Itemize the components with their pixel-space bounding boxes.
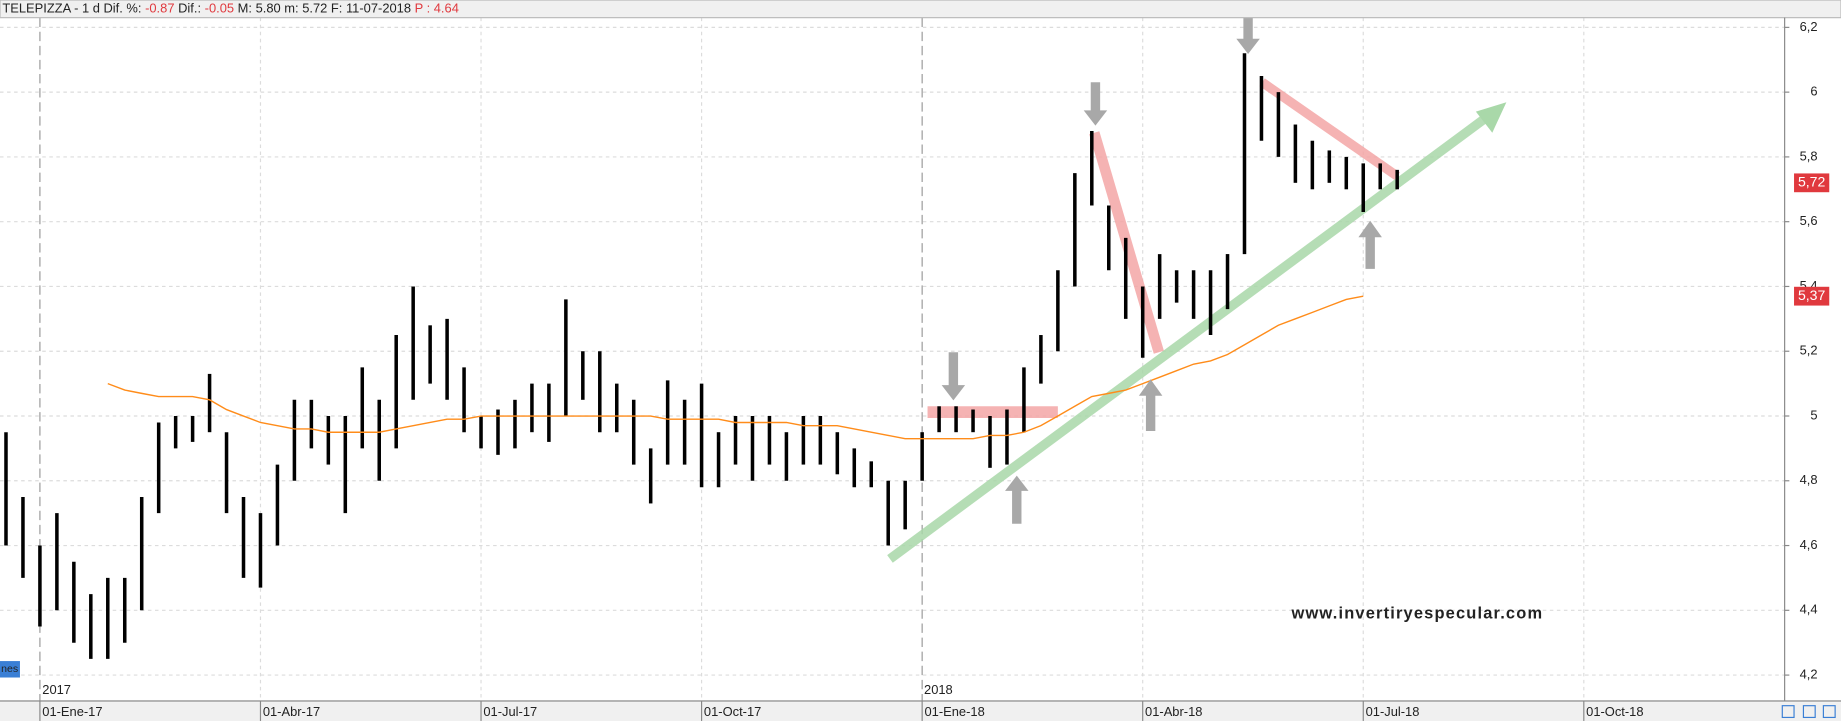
header-value: P : 4.64 — [415, 1, 459, 16]
year-label: 2017 — [42, 682, 71, 697]
x-tick-label: 01-Jul-18 — [1366, 704, 1420, 719]
price-label: 5,37 — [1798, 287, 1826, 303]
corner-label: nes — [1, 663, 18, 675]
moving-average-line — [107, 295, 1364, 440]
x-tick-label: 01-Ene-18 — [924, 704, 984, 719]
trend-line-down — [1259, 78, 1400, 181]
arrows — [941, 15, 1382, 524]
x-tick-label: 01-Ene-17 — [42, 704, 102, 719]
header-info: M: 5.80 m: 5.72 F: 11-07-2018 — [238, 1, 411, 16]
y-tick-label: 4,4 — [1800, 602, 1818, 617]
year-label: 2018 — [924, 682, 953, 697]
y-tick-label: 4,6 — [1800, 537, 1818, 552]
arrow-up — [1005, 475, 1029, 524]
price-label-box — [1794, 286, 1830, 306]
price-label-box — [1794, 173, 1830, 193]
header-bar — [0, 0, 1841, 19]
arrow-up — [1138, 379, 1163, 431]
header-symbol: TELEPIZZA - 1 d Dif. %: — [2, 1, 141, 16]
support-trend-line — [887, 110, 1494, 563]
grid — [0, 17, 1785, 701]
x-tick-label: 01-Abr-18 — [1145, 704, 1202, 719]
x-tick-label: 01-Oct-17 — [704, 704, 761, 719]
y-tick-label: 4,8 — [1800, 472, 1818, 487]
toolbar-icon[interactable] — [1802, 705, 1816, 719]
header-value: -0.87 — [145, 1, 174, 16]
header: TELEPIZZA - 1 d Dif. %: -0.87 Dif.: -0.0… — [2, 1, 459, 16]
y-tick-label: 6 — [1810, 84, 1817, 99]
watermark: www.invertiryespecular.com — [1291, 604, 1544, 622]
arrow-up — [1358, 220, 1382, 269]
y-tick-label: 5,2 — [1800, 343, 1818, 358]
y-tick-label: 4,2 — [1800, 666, 1818, 681]
arrow-down — [1236, 15, 1260, 55]
corner-badge — [0, 661, 20, 678]
y-tick-label: 5 — [1810, 407, 1817, 422]
x-tick-label: 01-Abr-17 — [263, 704, 320, 719]
arrow-down — [941, 352, 966, 401]
price-label: 5,72 — [1798, 174, 1826, 190]
x-axis-strip — [0, 702, 1841, 721]
trend-arrow-head — [1475, 102, 1507, 133]
y-tick-label: 5,6 — [1800, 213, 1818, 228]
arrow-down — [1083, 82, 1108, 126]
toolbar-icon[interactable] — [1781, 705, 1795, 719]
x-axis: 01-Ene-17 01-Abr-17 01-Jul-17 01-Oct-17 01-E… — [39, 700, 1644, 721]
x-tick-label: 01-Jul-17 — [483, 704, 537, 719]
header-label: Dif.: — [178, 1, 201, 16]
x-tick-label: 01-Oct-18 — [1586, 704, 1643, 719]
plot — [4, 53, 1399, 659]
toolbar-icon[interactable] — [1822, 705, 1836, 719]
y-axis: 4,24,44,64,855,25,45,65,866,25,725,37 — [1784, 19, 1830, 681]
y-tick-label: 5,8 — [1800, 148, 1818, 163]
y-tick-label: 6,2 — [1800, 19, 1818, 34]
header-value: -0.05 — [205, 1, 234, 16]
